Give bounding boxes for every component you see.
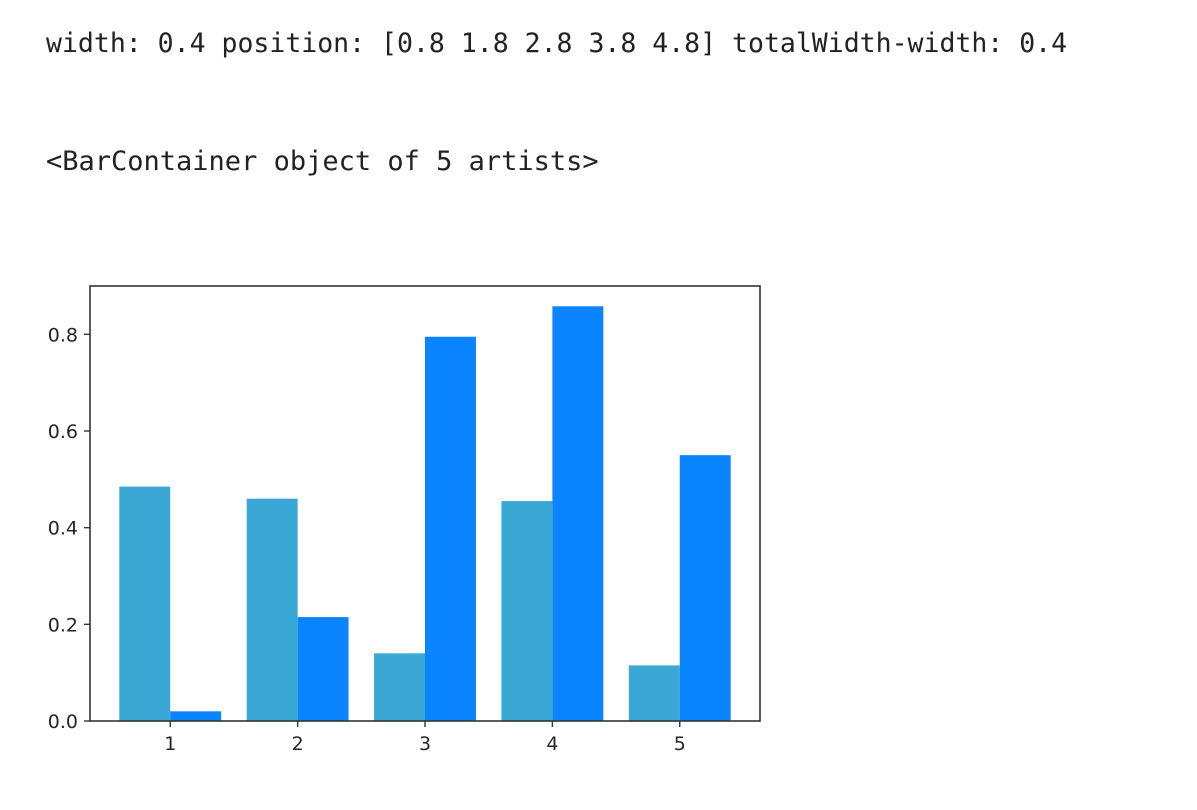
bar-series-2-x-4 bbox=[552, 306, 604, 721]
y-tick-label: 0.6 bbox=[48, 421, 78, 443]
y-tick-label: 0.8 bbox=[48, 324, 78, 346]
y-tick-label: 0.2 bbox=[48, 614, 78, 636]
bar-series-2-x-1 bbox=[170, 711, 222, 721]
bar-series-1-x-3 bbox=[374, 653, 425, 721]
ticks-group: 0.0 0.2 0.4 0.6 0.8 1 2 3 4 5 bbox=[48, 324, 686, 755]
x-tick-label: 4 bbox=[546, 733, 558, 755]
output-text-line-2: <BarContainer object of 5 artists> bbox=[46, 146, 599, 177]
bar-series-1-x-5 bbox=[628, 665, 680, 721]
bar-series-1-x-2 bbox=[246, 498, 298, 721]
bar-series-2-x-5 bbox=[679, 455, 731, 721]
output-text-line-1: width: 0.4 position: [0.8 1.8 2.8 3.8 4.… bbox=[46, 28, 1068, 59]
bar-series-1-x-1 bbox=[119, 486, 171, 721]
x-tick-label: 2 bbox=[292, 733, 304, 755]
y-tick-label: 0.0 bbox=[48, 711, 78, 733]
x-tick-label: 3 bbox=[419, 733, 431, 755]
bar-series-1-x-4 bbox=[501, 501, 553, 721]
bar-series-2-x-3 bbox=[425, 336, 476, 721]
x-tick-label: 1 bbox=[164, 733, 176, 755]
y-tick-label: 0.4 bbox=[48, 518, 78, 540]
bar-series-2-x-2 bbox=[297, 617, 349, 721]
x-tick-label: 5 bbox=[674, 733, 686, 755]
bars-group bbox=[119, 306, 731, 721]
